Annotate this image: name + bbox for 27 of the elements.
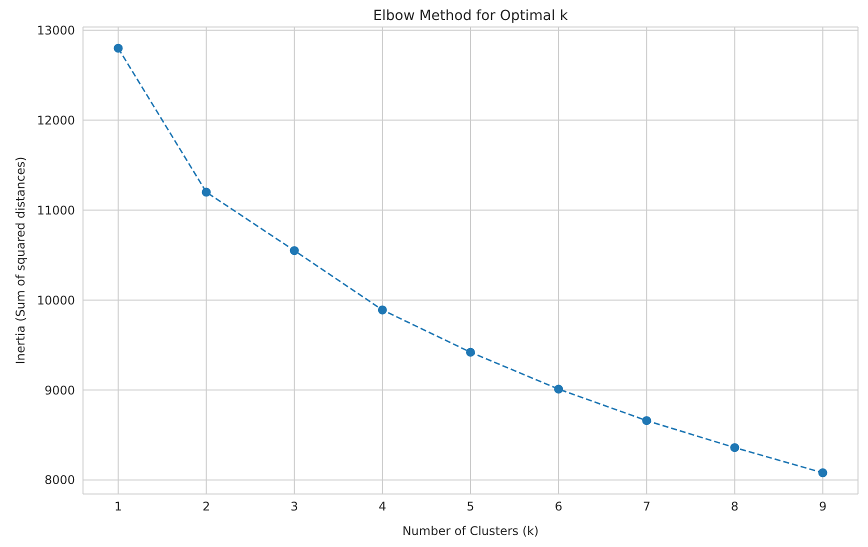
x-tick-label: 6 — [554, 500, 562, 514]
point — [818, 468, 828, 478]
point — [466, 348, 475, 357]
x-tick-label: 1 — [114, 500, 122, 514]
point — [554, 384, 564, 394]
point — [290, 246, 299, 256]
x-tick-label: 4 — [378, 500, 386, 514]
x-tick-label: 3 — [290, 500, 298, 514]
y-tick-label: 10000 — [36, 293, 75, 308]
point — [378, 305, 387, 314]
point — [202, 188, 211, 197]
point — [642, 416, 652, 426]
chart-title: Elbow Method for Optimal k — [372, 8, 569, 24]
x-tick-label: 7 — [642, 500, 650, 514]
x-tick-label: 5 — [466, 500, 474, 514]
point — [114, 44, 123, 53]
x-tick-label: 8 — [730, 500, 739, 514]
y-axis-title: Inertia (Sum of squared distances) — [13, 156, 28, 364]
y-tick-label: 8000 — [44, 473, 75, 488]
x-axis-title: Number of Clusters (k) — [402, 524, 539, 538]
y-tick-label: 12000 — [36, 113, 75, 128]
x-tick-label: 9 — [818, 500, 827, 514]
x-tick-label: 2 — [202, 500, 210, 514]
y-tick-label: 9000 — [44, 383, 75, 398]
point — [730, 443, 740, 452]
y-tick-label: 13000 — [36, 24, 75, 38]
y-tick-label: 11000 — [36, 203, 75, 218]
